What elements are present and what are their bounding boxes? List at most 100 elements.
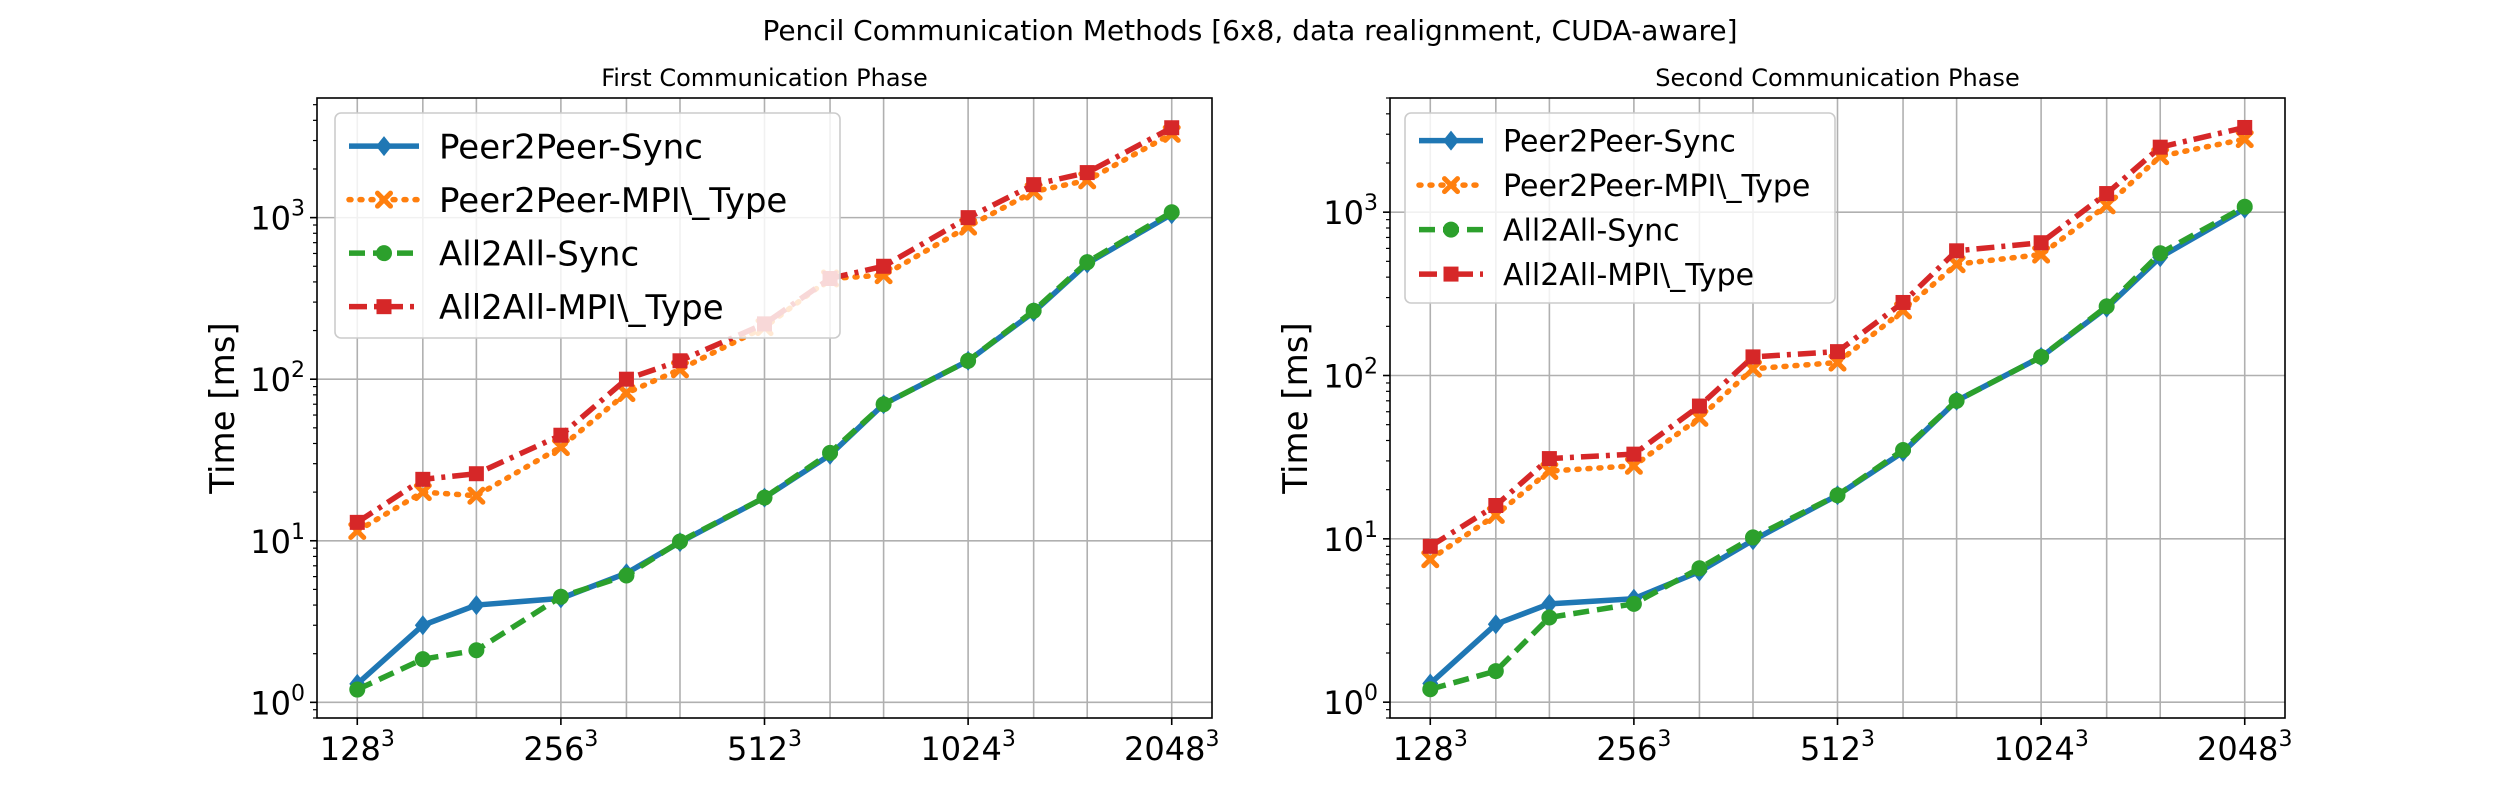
data-point xyxy=(2097,196,2116,215)
y-tick-label: 101 xyxy=(1323,518,1378,559)
data-point xyxy=(2237,119,2253,135)
panel-title: Second Communication Phase xyxy=(1655,64,2019,92)
data-point xyxy=(468,466,484,482)
data-point xyxy=(468,642,485,659)
data-point xyxy=(414,651,431,668)
data-point xyxy=(1487,614,1504,635)
data-point xyxy=(468,595,485,616)
data-point xyxy=(551,438,570,457)
legend-label: All2All-Sync xyxy=(439,234,639,274)
data-point xyxy=(2033,235,2049,251)
x-tick-label: 1283 xyxy=(1393,727,1468,768)
data-point xyxy=(1164,120,1180,136)
data-point xyxy=(1690,408,1709,427)
data-point xyxy=(1488,497,1504,513)
x-tick-label: 10243 xyxy=(1993,727,2088,768)
data-point xyxy=(1422,538,1438,554)
y-tick-label: 101 xyxy=(250,520,305,561)
x-tick-label: 5123 xyxy=(727,727,802,768)
y-tick-label: 100 xyxy=(1323,681,1378,722)
data-point xyxy=(2033,348,2050,365)
x-tick-label: 10243 xyxy=(920,727,1015,768)
y-tick-label: 100 xyxy=(250,681,305,722)
x-tick-label: 2563 xyxy=(1596,727,1671,768)
data-point xyxy=(413,483,432,502)
y-axis-label: Time [ms] xyxy=(1276,322,1316,494)
data-point xyxy=(618,567,635,584)
data-point xyxy=(349,514,365,530)
legend-label: Peer2Peer-Sync xyxy=(439,127,703,167)
legend-box xyxy=(334,112,841,339)
data-point xyxy=(1421,550,1440,569)
data-point xyxy=(1625,595,1642,612)
legend-marker xyxy=(1443,266,1459,282)
data-point xyxy=(414,615,431,636)
data-point xyxy=(875,396,892,413)
x-tick-label: 1283 xyxy=(320,727,395,768)
data-point xyxy=(1744,529,1761,546)
data-point xyxy=(671,533,688,550)
legend-marker xyxy=(375,190,393,209)
data-point xyxy=(1487,663,1504,680)
data-point xyxy=(2099,186,2115,202)
data-point xyxy=(617,384,636,403)
legend-marker xyxy=(376,136,392,157)
legend-marker xyxy=(1443,221,1459,238)
data-point xyxy=(1895,294,1911,310)
data-point xyxy=(467,486,486,505)
data-point xyxy=(2032,245,2051,264)
data-point xyxy=(1025,302,1042,319)
legend-box xyxy=(1404,112,1836,304)
data-point xyxy=(1895,441,1912,458)
panel-2: Second Communication Phase Time [ms] 1283 2… xyxy=(1276,64,2292,768)
data-point xyxy=(2098,298,2115,315)
legend-label: Peer2Peer-MPI\_Type xyxy=(439,181,787,221)
data-point xyxy=(1626,446,1642,462)
legend-label: All2All-MPI\_Type xyxy=(439,288,724,328)
data-point xyxy=(1540,462,1559,481)
data-point xyxy=(1949,243,1965,259)
data-point xyxy=(876,258,892,274)
legend-label: All2All-Sync xyxy=(1503,213,1680,248)
y-tick-label: 102 xyxy=(1323,355,1378,396)
data-point xyxy=(960,352,977,369)
legend-marker xyxy=(376,299,392,315)
data-point xyxy=(1948,392,1965,409)
data-point xyxy=(822,444,839,461)
x-tick-label: 5123 xyxy=(1800,727,1875,768)
panel-title: First Communication Phase xyxy=(601,64,928,92)
y-tick-label: 102 xyxy=(250,358,305,399)
data-point xyxy=(1830,344,1845,360)
legend-marker xyxy=(1442,176,1460,195)
x-tick-label: 20483 xyxy=(1124,727,1219,768)
data-point xyxy=(349,681,366,698)
legend-label: Peer2Peer-MPI\_Type xyxy=(1503,169,1810,204)
data-point xyxy=(672,353,688,369)
panel-1: First Communication Phase Time [ms] 1283 25… xyxy=(203,64,1219,768)
data-point xyxy=(756,489,773,506)
data-point xyxy=(1743,359,1762,378)
data-point xyxy=(1079,165,1095,181)
legend-label: All2All-MPI\_Type xyxy=(1503,258,1754,293)
data-point xyxy=(960,210,976,226)
data-point xyxy=(1422,681,1439,698)
data-point xyxy=(1745,349,1761,365)
data-point xyxy=(2236,198,2253,215)
data-point xyxy=(1947,255,1966,274)
data-point xyxy=(1829,487,1846,504)
legend-marker xyxy=(376,245,392,262)
data-point xyxy=(1026,177,1042,193)
figure-suptitle: Pencil Communication Methods [6x8, data … xyxy=(762,14,1737,47)
legend-marker xyxy=(1443,130,1459,151)
data-point xyxy=(1691,398,1707,414)
x-tick-label: 2563 xyxy=(523,727,598,768)
y-tick-label: 103 xyxy=(1323,191,1378,232)
data-point xyxy=(1691,560,1708,577)
y-tick-label: 103 xyxy=(250,197,305,238)
x-tick-label: 20483 xyxy=(2197,727,2292,768)
data-point xyxy=(1079,254,1096,271)
data-point xyxy=(1163,204,1180,221)
data-point xyxy=(1541,593,1558,614)
data-point xyxy=(552,588,569,605)
